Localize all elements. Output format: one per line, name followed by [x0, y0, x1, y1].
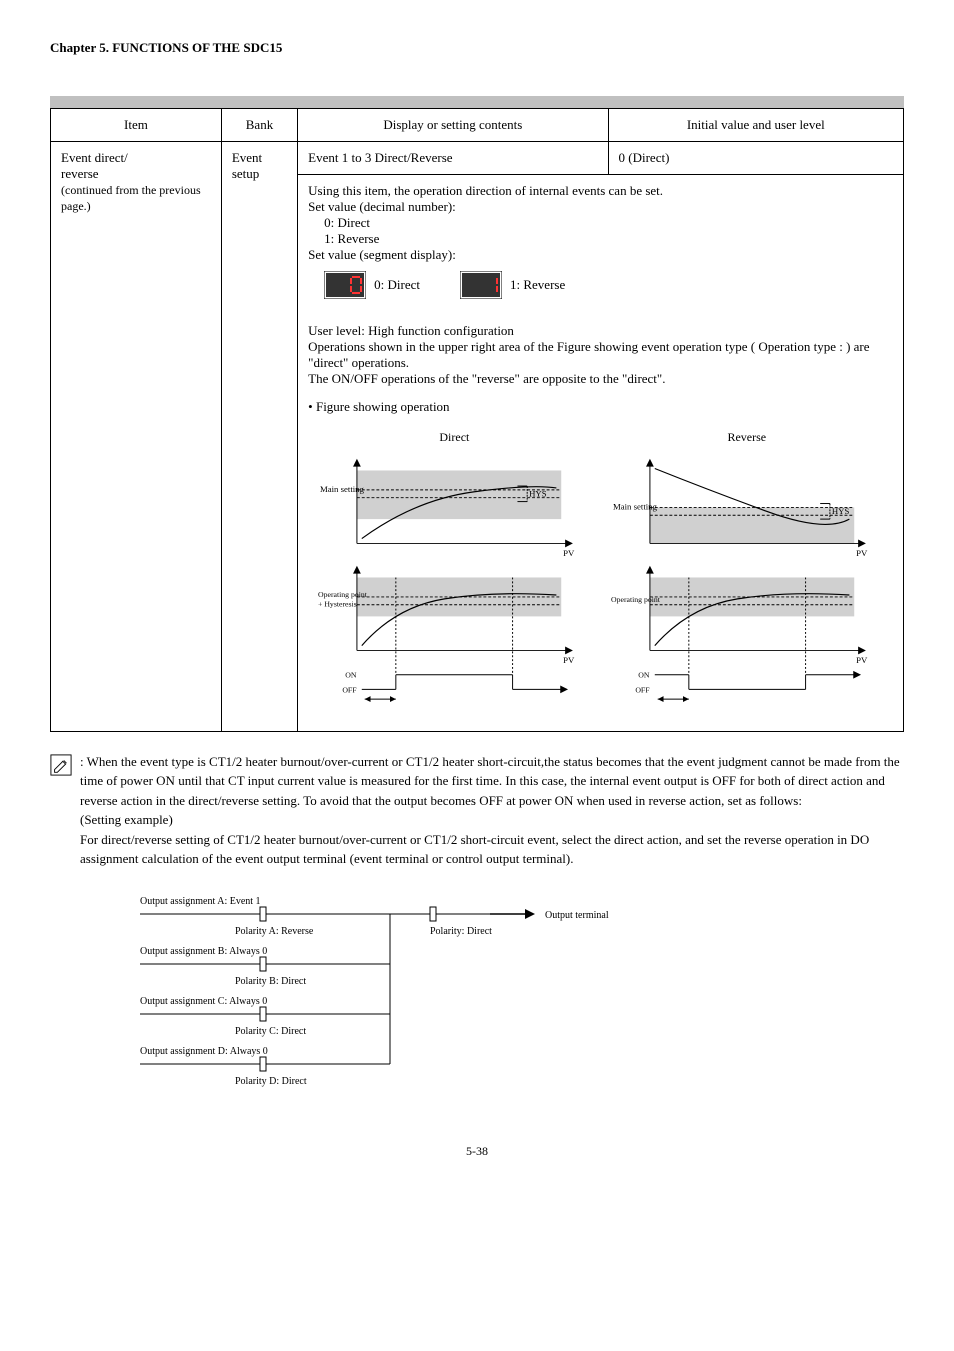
cell-initial: 0 (Direct) [608, 142, 903, 175]
table-header-row: Item Bank Display or setting contents In… [51, 109, 904, 142]
polarity-label: Polarity: Direct [430, 926, 492, 937]
segment-direct: 0: Direct [324, 271, 420, 299]
pol-c-label: Polarity C: Direct [235, 1026, 306, 1037]
svg-text:PV: PV [856, 548, 868, 558]
setting-line: 1: Reverse [324, 231, 893, 247]
item-title: Event direct/ reverse [61, 150, 128, 181]
segment-reverse: 1: Reverse [460, 271, 565, 299]
setting-line: Operations shown in the upper right area… [308, 339, 893, 371]
seven-seg-0-icon [324, 271, 366, 299]
operation-diagrams: Direct [308, 415, 893, 723]
handling-note: : When the event type is CT1/2 heater bu… [50, 752, 904, 869]
col-bank: Bank [221, 109, 297, 142]
direct-header: Direct [318, 430, 590, 445]
setting-line: User level: High function configuration [308, 323, 893, 339]
note-line: For direct/reverse setting of CT1/2 heat… [80, 832, 869, 867]
svg-text:ON: ON [345, 671, 357, 680]
pol-b-label: Polarity B: Direct [235, 976, 306, 987]
event-settings-table: Item Bank Display or setting contents In… [50, 108, 904, 732]
reverse-diagram: Reverse [611, 430, 883, 708]
page-header: Chapter 5. FUNCTIONS OF THE SDC15 [50, 40, 904, 56]
svg-text:Main setting: Main setting [320, 484, 365, 494]
seven-seg-1-icon [460, 271, 502, 299]
note-text: : When the event type is CT1/2 heater bu… [80, 752, 904, 869]
logic-diagram: Output assignment A: Event 1 Polarity A:… [130, 889, 904, 1104]
col-item: Item [51, 109, 222, 142]
note-line: When the event type is CT1/2 heater burn… [80, 754, 900, 808]
svg-text:Operating point: Operating point [318, 590, 368, 599]
cell-display: Event 1 to 3 Direct/Reverse [298, 142, 608, 175]
svg-text:Main setting: Main setting [613, 501, 658, 511]
segment-display-row: 0: Direct 1: Reverse [324, 271, 893, 299]
item-continued: (continued from the previous page.) [61, 183, 201, 213]
reverse-header: Reverse [611, 430, 883, 445]
setting-line: Set value (segment display): [308, 247, 893, 263]
od1-c-label: Output assignment C: Always 0 [140, 996, 267, 1007]
setting-line [308, 307, 893, 323]
gray-divider-bar [50, 96, 904, 108]
page-number: 5-38 [466, 1144, 488, 1158]
reverse-svg: HYS Main setting PV [611, 451, 883, 704]
note-pencil-icon [50, 754, 72, 776]
segment-label: 0: Direct [374, 277, 420, 293]
page-footer: 5-38 [50, 1144, 904, 1159]
od1-d-label: Output assignment D: Always 0 [140, 1046, 268, 1057]
note-prefix: : [80, 754, 84, 769]
svg-text:PV: PV [856, 655, 868, 665]
direct-diagram: Direct [318, 430, 590, 708]
pol-d-label: Polarity D: Direct [235, 1076, 307, 1087]
table-row: Event direct/ reverse (continued from th… [51, 142, 904, 175]
svg-text:OFF: OFF [635, 685, 650, 694]
svg-text:PV: PV [563, 548, 575, 558]
svg-text:HYS: HYS [529, 489, 547, 499]
direct-svg: HYS Main setting PV [318, 451, 590, 704]
svg-text:OFF: OFF [342, 685, 357, 694]
setting-line: Using this item, the operation direction… [308, 183, 893, 199]
figure-label: • Figure showing operation [308, 399, 893, 415]
chapter-label: Chapter 5. FUNCTIONS OF THE SDC15 [50, 40, 282, 56]
od1-a-label: Output assignment A: Event 1 [140, 896, 261, 907]
col-display: Display or setting contents [298, 109, 608, 142]
od1-b-label: Output assignment B: Always 0 [140, 946, 267, 957]
svg-text:Operating point: Operating point [611, 595, 661, 604]
note-line: (Setting example) [80, 812, 173, 827]
svg-text:ON: ON [638, 671, 650, 680]
cell-setting-body: Using this item, the operation direction… [298, 175, 904, 732]
pol-a-label: Polarity A: Reverse [235, 926, 314, 937]
col-initial: Initial value and user level [608, 109, 903, 142]
setting-line: The ON/OFF operations of the "reverse" a… [308, 371, 893, 387]
setting-line: 0: Direct [324, 215, 893, 231]
svg-text:+ Hysteresis: + Hysteresis [318, 600, 357, 609]
cell-item: Event direct/ reverse (continued from th… [51, 142, 222, 732]
setting-line: Set value (decimal number): [308, 199, 893, 215]
segment-label: 1: Reverse [510, 277, 565, 293]
output-terminal-label: Output terminal [545, 910, 609, 921]
logic-svg: Output assignment A: Event 1 Polarity A:… [130, 889, 730, 1099]
svg-text:HYS: HYS [831, 506, 849, 516]
svg-text:PV: PV [563, 655, 575, 665]
cell-bank: Event setup [221, 142, 297, 732]
